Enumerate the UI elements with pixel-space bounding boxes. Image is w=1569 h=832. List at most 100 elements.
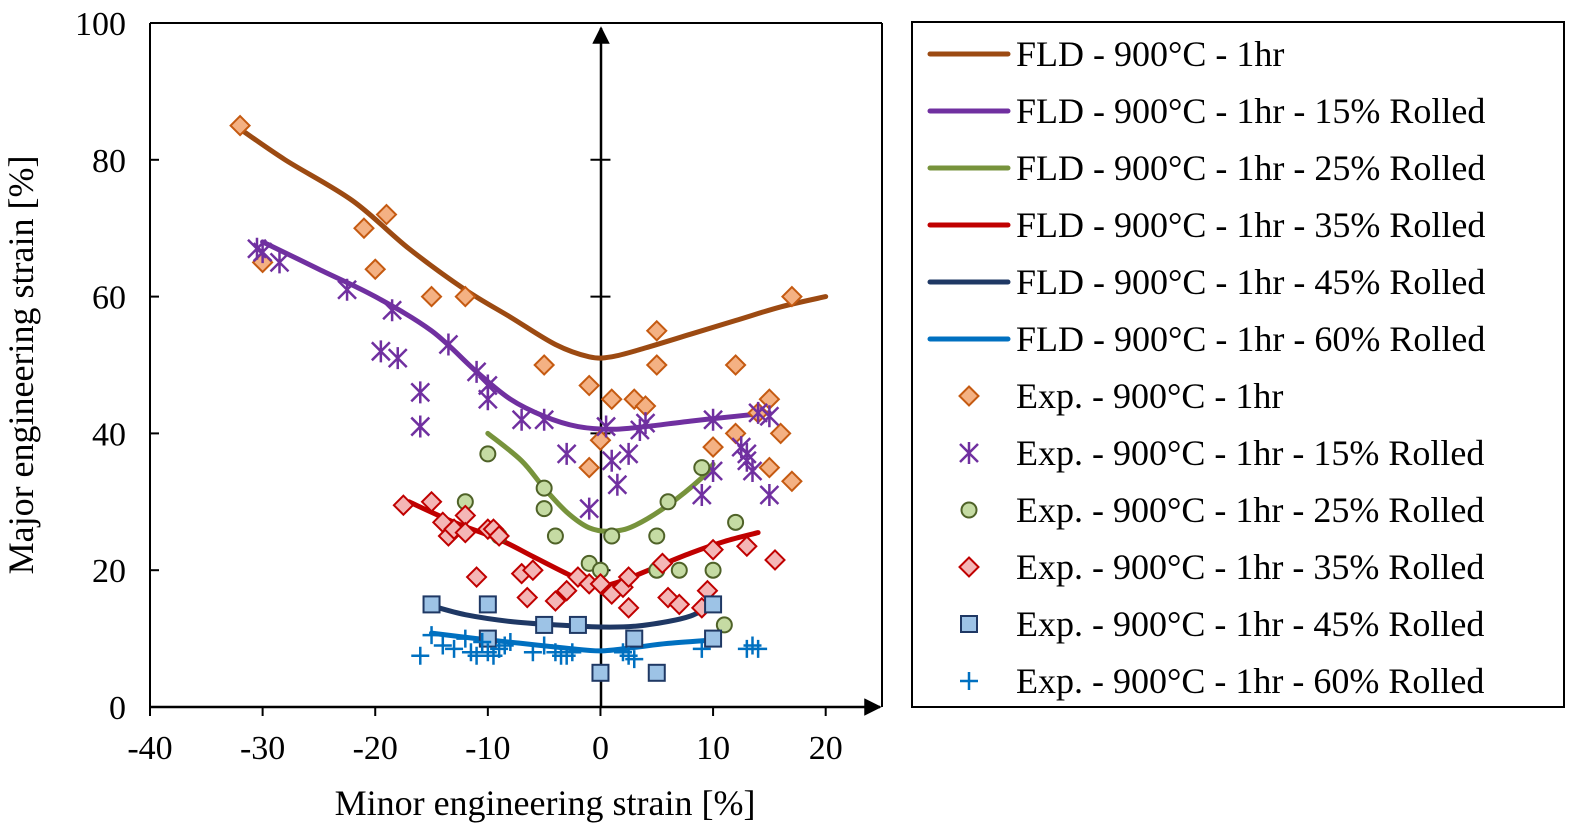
data-point (617, 596, 640, 619)
data-point (651, 552, 674, 575)
data-point (370, 340, 391, 363)
y-tick-label: 60 (92, 280, 126, 317)
data-point (269, 251, 290, 274)
data-point (693, 459, 711, 477)
data-point (692, 639, 711, 658)
data-point (568, 615, 587, 634)
data-point (535, 479, 553, 497)
data-point (387, 347, 408, 370)
tick-group: -40 -30 -20 -10 0 10 20 0 20 40 60 80 100 (75, 6, 843, 767)
data-point (410, 381, 431, 404)
x-axis-label: Minor engineering strain [%] (335, 783, 756, 823)
plot-area (149, 22, 883, 716)
data-point (479, 445, 497, 463)
data-point (780, 470, 803, 493)
data-point (578, 456, 601, 479)
data-point (546, 527, 564, 545)
data-point (645, 319, 668, 342)
data-point (668, 593, 691, 616)
data-point (736, 442, 757, 465)
x-tick-label: -30 (240, 730, 285, 767)
fld-line-1 (237, 126, 829, 361)
data-point (501, 633, 520, 652)
data-point (420, 285, 443, 308)
data-point (456, 629, 475, 648)
data-point (353, 217, 375, 240)
data-point (727, 513, 745, 531)
data-point (749, 639, 768, 658)
x-tick-label: 20 (809, 730, 843, 767)
data-point (375, 203, 398, 226)
data-point (229, 114, 252, 137)
data-point (704, 629, 723, 648)
data-point (589, 572, 612, 595)
data-point (702, 538, 724, 561)
data-point (704, 595, 723, 614)
data-point (659, 493, 677, 511)
data-point (433, 636, 452, 655)
data-point (563, 643, 582, 662)
axis-label-group: Minor engineering strain [%] Major engin… (1, 156, 755, 823)
series-1-points (229, 114, 803, 493)
data-point (759, 483, 780, 506)
data-point (555, 579, 578, 602)
data-point (670, 561, 688, 579)
data-point (411, 646, 430, 665)
data-point (533, 354, 556, 376)
series-4-points (392, 490, 786, 619)
data-point (748, 401, 769, 424)
data-point (454, 285, 477, 308)
series-6-points (411, 626, 768, 669)
data-point (635, 412, 656, 435)
x-tick-label: -20 (353, 730, 398, 767)
legend-label: Exp. - 900°C - 1hr - 35% Rolled (1016, 547, 1484, 587)
data-point (742, 460, 763, 483)
data-point (511, 408, 532, 431)
data-point (703, 408, 723, 431)
data-point (724, 354, 747, 376)
data-point (488, 525, 511, 547)
legend-label: Exp. - 900°C - 1hr - 60% Rolled (1016, 661, 1484, 701)
data-point (516, 586, 539, 609)
x-tick-label: -10 (465, 730, 510, 767)
data-point (478, 595, 497, 614)
data-point (535, 636, 554, 655)
series-2-points (247, 237, 780, 520)
legend-label: Exp. - 900°C - 1hr - 15% Rolled (1016, 433, 1484, 473)
series-5-points (422, 595, 723, 682)
legend-label: FLD - 900°C - 1hr (1016, 34, 1284, 74)
data-point (715, 616, 733, 634)
data-point (617, 566, 640, 588)
data-point (578, 374, 601, 397)
data-point (618, 442, 639, 465)
data-point (625, 650, 644, 669)
data-point (601, 449, 622, 472)
legend-marker-swatch (960, 672, 978, 690)
legend-label: FLD - 900°C - 1hr - 45% Rolled (1016, 262, 1485, 302)
data-point (648, 527, 666, 545)
data-point (465, 566, 488, 588)
data-point (364, 258, 387, 281)
data-point (704, 561, 722, 579)
data-point (382, 299, 403, 322)
y-axis-label: Major engineering strain [%] (1, 156, 41, 575)
data-point (579, 497, 600, 520)
y-tick-label: 100 (75, 6, 126, 43)
data-point (422, 626, 441, 645)
data-point (769, 422, 792, 445)
data-point (596, 415, 616, 438)
legend-marker-swatch (959, 442, 979, 464)
legend-marker-swatch (960, 615, 978, 633)
legend-marker-swatch (958, 556, 980, 578)
experimental-point-group (229, 114, 803, 682)
data-point (645, 354, 668, 376)
y-tick-label: 80 (92, 143, 126, 180)
data-point (337, 278, 357, 301)
data-point (454, 521, 477, 544)
x-tick-label: 10 (696, 730, 730, 767)
y-tick-label: 20 (92, 553, 126, 590)
data-point (438, 333, 459, 356)
data-point (535, 500, 553, 518)
data-point (702, 436, 724, 458)
